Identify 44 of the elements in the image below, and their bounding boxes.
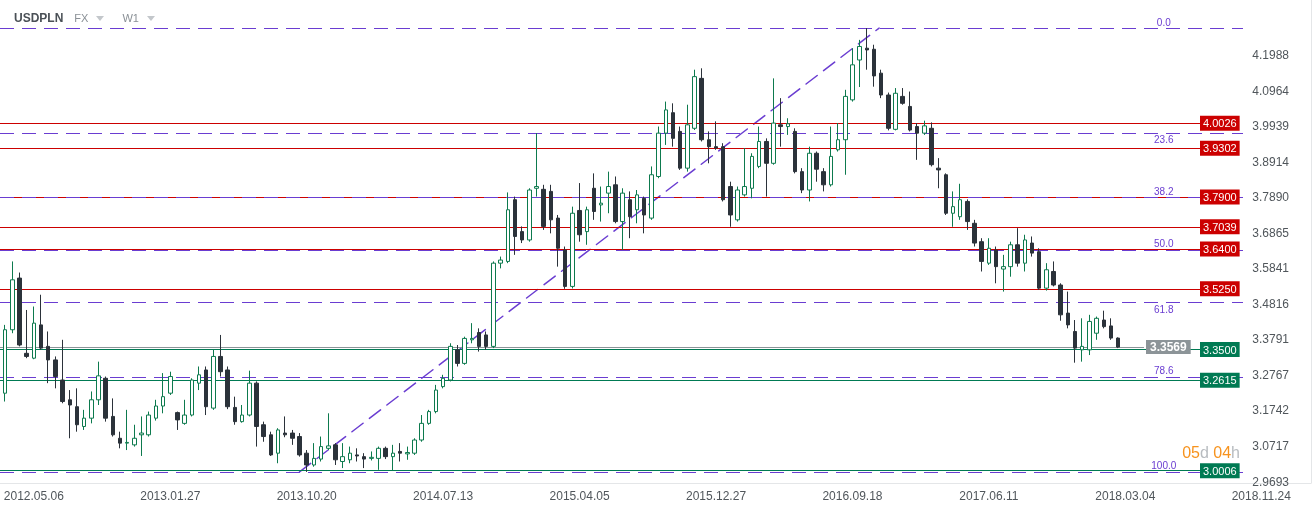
x-tick-label: 2017.06.11 [959,489,1019,503]
ref-line-label: 3.0006 [1203,464,1237,477]
ref-line-label: 3.6400 [1203,242,1237,255]
annotation: 23.6 [1154,134,1174,146]
y-tick-label: 4.0964 [1252,83,1290,98]
y-tick-label: 3.0717 [1252,439,1290,453]
annotation: 78.6 [1154,365,1174,377]
y-tick-label: 3.8914 [1252,154,1290,169]
ref-line-label: 3.3500 [1203,343,1237,356]
ref-line-label: 3.3569 [1150,340,1188,355]
x-tick-label: 2012.05.06 [3,489,65,503]
x-tick-label: 2013.01.27 [140,489,201,503]
x-tick-label: 2018.11.24 [1231,489,1292,503]
y-tick-label: 3.9939 [1252,119,1290,134]
ref-line-label: 3.7039 [1203,220,1237,233]
ref-line-label: 3.7900 [1203,190,1237,203]
y-tick-label: 3.4816 [1252,296,1290,311]
ref-line-label: 4.0026 [1203,117,1237,130]
y-tick-label: 2.9693 [1252,474,1290,489]
ref-line-label: 3.2615 [1203,374,1237,387]
annotation: 61.8 [1154,303,1174,315]
x-tick-label: 2013.10.20 [276,489,338,503]
x-tick-label: 2016.09.18 [822,489,883,503]
x-tick-label: 2014.07.13 [413,489,474,503]
annotation: 100.0 [1151,460,1177,472]
annotation: W1 [122,12,139,24]
y-tick-label: 3.6865 [1252,225,1290,240]
y-tick-label: 4.1988 [1252,48,1290,63]
x-tick-label: 2015.04.05 [549,489,610,503]
x-tick-label: 2018.03.04 [1095,489,1156,503]
y-tick-label: 3.2767 [1252,367,1290,382]
y-tick-label: 3.7890 [1252,190,1290,205]
ref-line-label: 3.5250 [1203,282,1237,295]
annotation: 38.2 [1154,186,1174,198]
annotation: 50.0 [1154,238,1174,250]
x-tick-label: 2015.12.27 [685,489,747,503]
text: USDPLN [14,11,64,25]
ref-line-label: 3.9302 [1203,142,1237,155]
y-tick-label: 3.1742 [1252,403,1290,418]
annotation: 0.0 [1156,16,1172,28]
annotation: FX [74,12,89,24]
y-tick-label: 3.5841 [1252,261,1290,276]
y-tick-label: 3.3791 [1252,332,1290,347]
annotation: 05d 04h [1182,444,1240,461]
